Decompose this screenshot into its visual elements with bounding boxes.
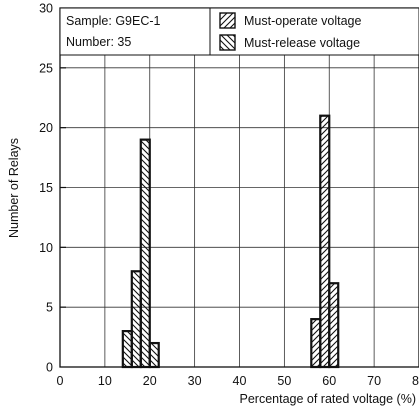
legend: Must-operate voltage Must-release voltag… xyxy=(209,7,419,56)
x-tick-label: 0 xyxy=(57,374,64,388)
legend-swatch-must-operate xyxy=(219,12,236,29)
axis-ticks: 0 10 20 30 40 50 60 70 80 0 5 10 15 20 25 30 xyxy=(39,2,419,389)
y-tick-label: 0 xyxy=(46,361,53,375)
x-tick-label: 70 xyxy=(367,374,381,388)
annotation-sample: Sample: G9EC-1 xyxy=(66,14,161,28)
grid-lines xyxy=(60,8,419,367)
y-tick-label: 20 xyxy=(39,121,53,135)
y-tick-label: 30 xyxy=(39,2,53,16)
x-tick-label: 10 xyxy=(98,374,112,388)
x-tick-label: 80 xyxy=(412,374,419,388)
annotation-box: Sample: G9EC-1 Number: 35 xyxy=(59,7,211,56)
bars xyxy=(121,114,340,369)
y-tick-label: 5 xyxy=(46,301,53,315)
y-tick-label: 10 xyxy=(39,241,53,255)
x-tick-label: 50 xyxy=(277,374,291,388)
histogram-bar-must-release xyxy=(130,270,142,369)
histogram-bar-must-operate xyxy=(310,318,322,369)
x-tick-label: 20 xyxy=(143,374,157,388)
legend-label-must-release: Must-release voltage xyxy=(244,36,360,50)
x-tick-label: 30 xyxy=(188,374,202,388)
histogram-bar-must-release xyxy=(121,330,133,369)
x-tick-label: 40 xyxy=(233,374,247,388)
histogram-bar-must-operate xyxy=(319,114,331,369)
annotation-number: Number: 35 xyxy=(66,35,131,49)
x-tick-label: 60 xyxy=(322,374,336,388)
x-axis-label: Percentage of rated voltage (%) xyxy=(240,392,417,406)
legend-swatch-must-release xyxy=(219,34,236,51)
y-tick-label: 25 xyxy=(39,61,53,75)
y-axis-label: Number of Relays xyxy=(7,138,21,238)
y-tick-label: 15 xyxy=(39,181,53,195)
histogram-bar-must-operate xyxy=(328,282,340,369)
legend-label-must-operate: Must-operate voltage xyxy=(244,14,361,28)
histogram-bar-must-release xyxy=(148,341,160,369)
histogram-bar-must-release xyxy=(139,138,151,369)
